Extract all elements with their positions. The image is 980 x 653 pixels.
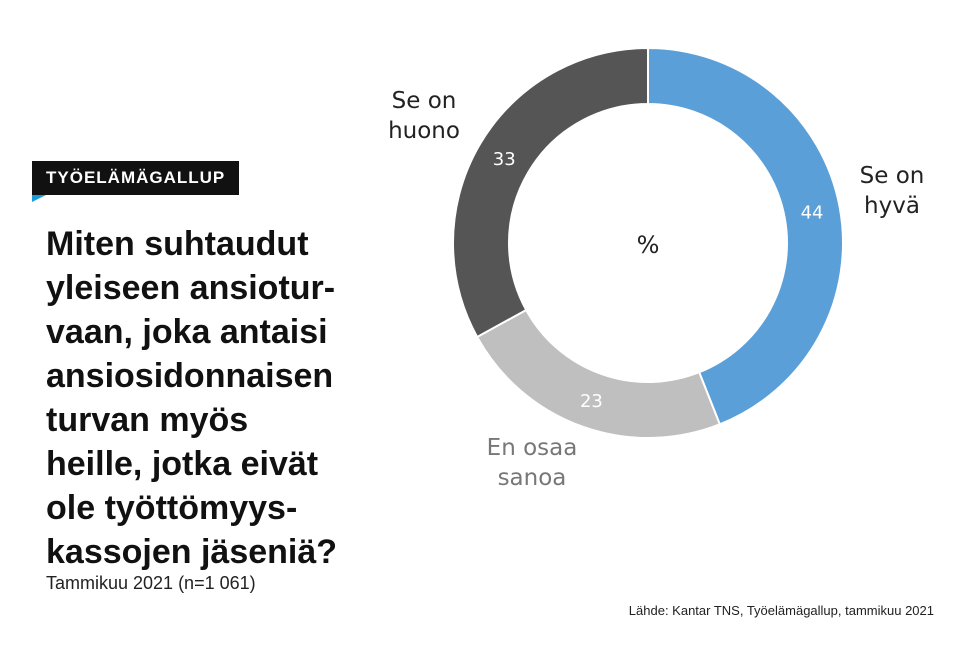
question-line: vaan, joka antaisi — [46, 313, 328, 351]
question-line: yleiseen ansiotur- — [46, 269, 336, 307]
question-title: Miten suhtaudut yleiseen ansiotur- vaan,… — [46, 222, 376, 574]
section-badge: TYÖELÄMÄGALLUP — [32, 161, 240, 195]
donut-slice — [452, 46, 649, 339]
center-unit-label: % — [637, 231, 660, 259]
donut-slice — [475, 308, 722, 439]
slice-value-label: 44 — [801, 203, 824, 224]
question-line: kassojen jäseniä? — [46, 533, 338, 571]
survey-subtitle: Tammikuu 2021 (n=1 061) — [46, 573, 256, 593]
donut-slice — [647, 46, 844, 426]
source-note: Lähde: Kantar TNS, Työelämägallup, tammi… — [628, 603, 934, 618]
question-line: ole työttömyys- — [46, 489, 298, 527]
slice-category-label: En osaa sanoa — [487, 435, 578, 491]
question-line: turvan myös — [46, 401, 249, 439]
badge-tab-accent — [32, 195, 46, 202]
slice-value-label: 23 — [580, 391, 603, 412]
slice-value-label: 33 — [493, 149, 516, 170]
slice-category-label: Se on hyvä — [860, 163, 925, 219]
slice-category-label: Se on huono — [388, 88, 460, 144]
question-line: heille, jotka eivät — [46, 445, 319, 483]
question-line: Miten suhtaudut — [46, 225, 309, 263]
question-line: ansiosidonnaisen — [46, 357, 334, 395]
